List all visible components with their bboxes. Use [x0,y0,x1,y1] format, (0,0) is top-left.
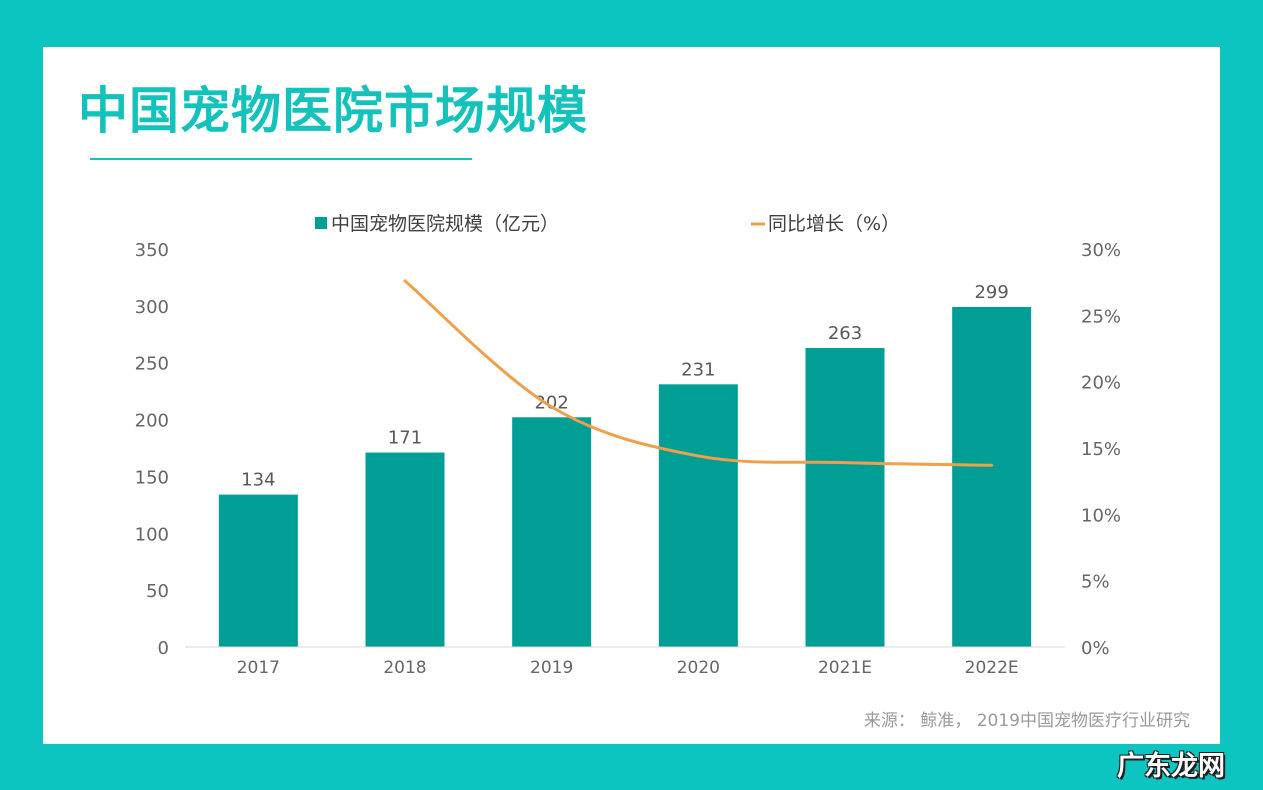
bar-value-label: 299 [974,282,1008,303]
bar-value-label: 134 [241,470,275,491]
bar [805,347,885,647]
bar [365,452,445,647]
y-left-tick-label: 350 [135,240,169,261]
y-left-tick-label: 200 [135,411,169,432]
right-axis: 0% 5% 10% 15% 20% 25% 30% [1081,240,1121,659]
y-right-tick-label: 25% [1081,306,1121,327]
y-right-tick-label: 20% [1081,373,1121,394]
bar-value-label: 263 [828,323,862,344]
y-left-tick-label: 150 [135,467,169,488]
bar [218,494,298,647]
growth-line [403,279,994,467]
bar-data-labels: 134 171 202 231 263 299 [241,282,1009,491]
y-right-tick-label: 0% [1081,638,1110,659]
legend-label-bar: 中国宠物医院规模（亿元） [331,213,559,235]
title-underline [90,158,472,160]
legend-swatch-bar [315,217,327,229]
bar-value-label: 231 [681,359,715,380]
y-left-tick-label: 100 [135,524,169,545]
y-left-tick-label: 300 [135,297,169,318]
y-right-tick-label: 10% [1081,505,1121,526]
x-tick-label: 2018 [383,658,426,678]
x-tick-label: 2017 [237,658,280,678]
bar-value-label: 202 [534,392,568,413]
y-left-tick-label: 250 [135,354,169,375]
x-tick-label: 2021E [818,658,872,678]
y-right-tick-label: 5% [1081,572,1110,593]
x-tick-label: 2019 [530,658,573,678]
x-tick-label: 2020 [677,658,720,678]
y-left-tick-label: 0 [158,638,169,659]
legend-label-line: 同比增长（%） [768,213,900,235]
y-left-tick-label: 50 [146,581,169,602]
left-axis: 0 50 100 150 200 250 300 350 [135,240,169,659]
bar [952,306,1032,647]
bar [512,417,592,647]
x-axis: 2017 2018 2019 2020 2021E 2022E [237,658,1019,678]
watermark: 广东龙网 [1117,751,1225,782]
bar [658,384,738,647]
y-right-tick-label: 30% [1081,240,1121,261]
page-title: 中国宠物医院市场规模 [78,82,588,140]
x-tick-label: 2022E [965,658,1019,678]
bar-value-label: 171 [388,428,422,449]
bar-series [218,306,1032,647]
y-right-tick-label: 15% [1081,439,1121,460]
source-note: 来源： 鲸准， 2019中国宠物医疗行业研究 [863,711,1190,731]
chart-legend: 中国宠物医院规模（亿元） 同比增长（%） [315,213,900,235]
